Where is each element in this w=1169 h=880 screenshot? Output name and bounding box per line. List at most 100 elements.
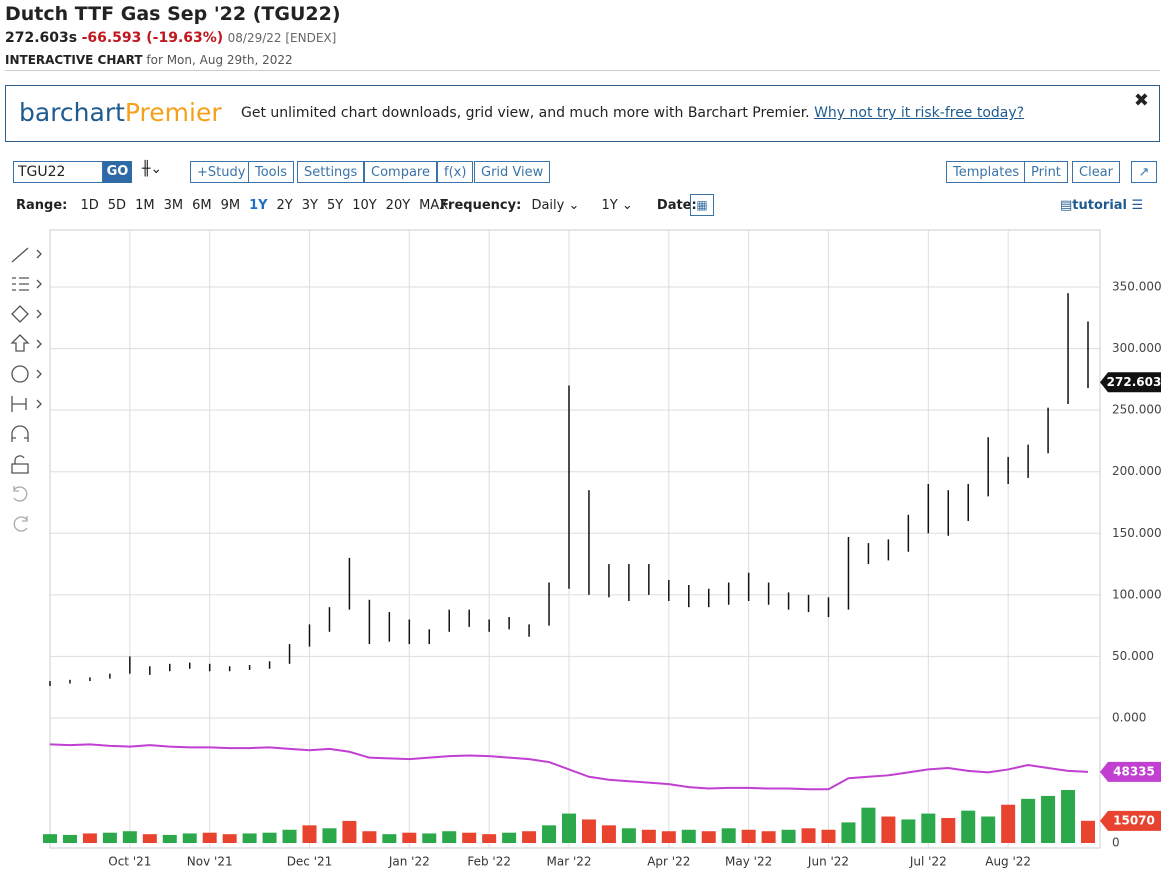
volume-bar [641, 829, 656, 843]
toolbar-button[interactable]: Tools [248, 161, 295, 183]
range-option[interactable]: MAX [419, 198, 449, 213]
period-select[interactable]: 1Y [601, 198, 618, 213]
frequency-label: Frequency: [440, 198, 522, 213]
range-option[interactable]: 5D [107, 198, 127, 213]
volume-bar [522, 831, 537, 843]
brand[interactable]: barchartPremier [19, 98, 222, 127]
x-tick-label: May '22 [725, 855, 772, 869]
title: Dutch TTF Gas Sep '22 (TGU22) [5, 3, 341, 25]
date-picker[interactable]: ▦ [690, 194, 714, 216]
banner-text: Get unlimited chart downloads, grid view… [241, 105, 1024, 121]
volume-bar [422, 833, 437, 843]
volume-bar [661, 831, 676, 843]
banner-link[interactable]: Why not try it risk-free today? [814, 105, 1025, 121]
tool-arrow[interactable] [36, 339, 42, 349]
range-option[interactable]: 1D [80, 198, 99, 213]
y-tick-label: 50.000 [1112, 649, 1154, 663]
volume-bar [482, 834, 497, 843]
toolbar-button[interactable]: Compare [364, 161, 437, 183]
volume-bar [621, 828, 636, 843]
volume-bar [601, 825, 616, 843]
chart-type-select[interactable]: ╫⌄ [142, 161, 163, 177]
volume-bar [162, 834, 177, 843]
x-tick-label: Mar '22 [546, 855, 591, 869]
tool-text[interactable] [11, 365, 29, 383]
go-button[interactable]: GO [103, 161, 132, 183]
range-option[interactable]: 5Y [326, 198, 344, 213]
range-option[interactable]: 10Y [352, 198, 377, 213]
banner: barchartPremier Get unlimited chart down… [5, 85, 1160, 142]
x-tick-label: Oct '21 [108, 855, 151, 869]
tool-arrow[interactable] [36, 309, 42, 319]
volume-bar [202, 832, 217, 843]
tool-arrow[interactable] [36, 279, 42, 289]
volume-bar [442, 831, 457, 843]
toolbar-button[interactable]: Settings [297, 161, 365, 183]
toolbar-button[interactable]: f(x) [437, 161, 474, 183]
range-option[interactable]: 1M [135, 198, 155, 213]
y-tick-label: 300.000 [1112, 341, 1162, 355]
expand-button[interactable]: ↗ [1131, 161, 1157, 183]
volume-bar [242, 833, 257, 843]
range-option[interactable]: 20Y [385, 198, 411, 213]
tool-arrow[interactable] [36, 369, 42, 379]
toolbar-button[interactable]: Grid View [474, 161, 551, 183]
symbol-input[interactable]: TGU22 [13, 161, 103, 183]
tutorial[interactable]: ▤tutorial ☰ [1060, 198, 1144, 213]
volume-bar [1081, 820, 1095, 843]
range-option[interactable]: 6M [192, 198, 212, 213]
x-tick-label: Jul '22 [909, 855, 947, 869]
volume-bar [462, 832, 477, 843]
tool-annotate[interactable] [10, 334, 30, 352]
tutorial-link[interactable]: tutorial [1072, 198, 1128, 213]
volume-bar [62, 834, 77, 843]
last-volume: 15070 [1113, 813, 1155, 827]
open-interest-line [49, 743, 1089, 791]
tool-line[interactable] [11, 247, 29, 263]
toolbar-button[interactable]: Templates [946, 161, 1027, 183]
x-tick-label: Dec '21 [287, 855, 333, 869]
volume-bar [342, 820, 357, 843]
brand-suffix: Premier [124, 98, 222, 127]
volume-bar [362, 831, 377, 843]
volume-bar [721, 828, 736, 843]
range-option[interactable]: 9M [220, 198, 241, 213]
y-tick-label: 100.000 [1112, 587, 1162, 601]
toolbar-button[interactable]: Print [1024, 161, 1068, 183]
change: -66.593 (-19.63%) [81, 30, 224, 46]
banner-close[interactable]: ✖ [1133, 90, 1149, 111]
tool-arrow[interactable] [36, 399, 42, 409]
last-volume-flag [1100, 810, 1161, 831]
date-label: Date: [656, 198, 697, 213]
tool-arrow[interactable] [36, 249, 42, 259]
tool-shape[interactable] [11, 305, 29, 323]
range-option[interactable]: 3Y [301, 198, 318, 213]
tool-undo[interactable] [13, 486, 28, 502]
tool-redo[interactable] [13, 516, 28, 532]
range-option[interactable]: 1Y [249, 198, 268, 213]
tool-magnet[interactable] [11, 425, 29, 442]
y-tick-label: 350.000 [1112, 280, 1162, 294]
range-label: Range: [16, 198, 68, 213]
tool-fib[interactable] [12, 277, 29, 291]
tool-lock[interactable] [11, 455, 29, 474]
volume-bar [821, 829, 836, 843]
toolbar-button[interactable]: +Study [190, 161, 253, 183]
range-option[interactable]: 3M [163, 198, 184, 213]
toolbar-button[interactable]: Clear [1072, 161, 1120, 183]
volume-bar [1061, 790, 1076, 843]
plot-frame [49, 229, 1101, 849]
last-price-flag [1100, 372, 1161, 393]
x-tick-label: Apr '22 [647, 855, 690, 869]
x-tick-label: Jan '22 [388, 855, 430, 869]
tool-measure[interactable] [11, 396, 27, 412]
volume-bar [402, 832, 417, 843]
range-option[interactable]: 2Y [276, 198, 293, 213]
x-tick-label: Nov '21 [187, 855, 233, 869]
frequency-select[interactable]: Daily [531, 198, 565, 213]
chart-label: INTERACTIVE CHART [5, 53, 143, 67]
banner-message: Get unlimited chart downloads, grid view… [241, 105, 810, 121]
last-price: 272.603 [1107, 375, 1162, 389]
